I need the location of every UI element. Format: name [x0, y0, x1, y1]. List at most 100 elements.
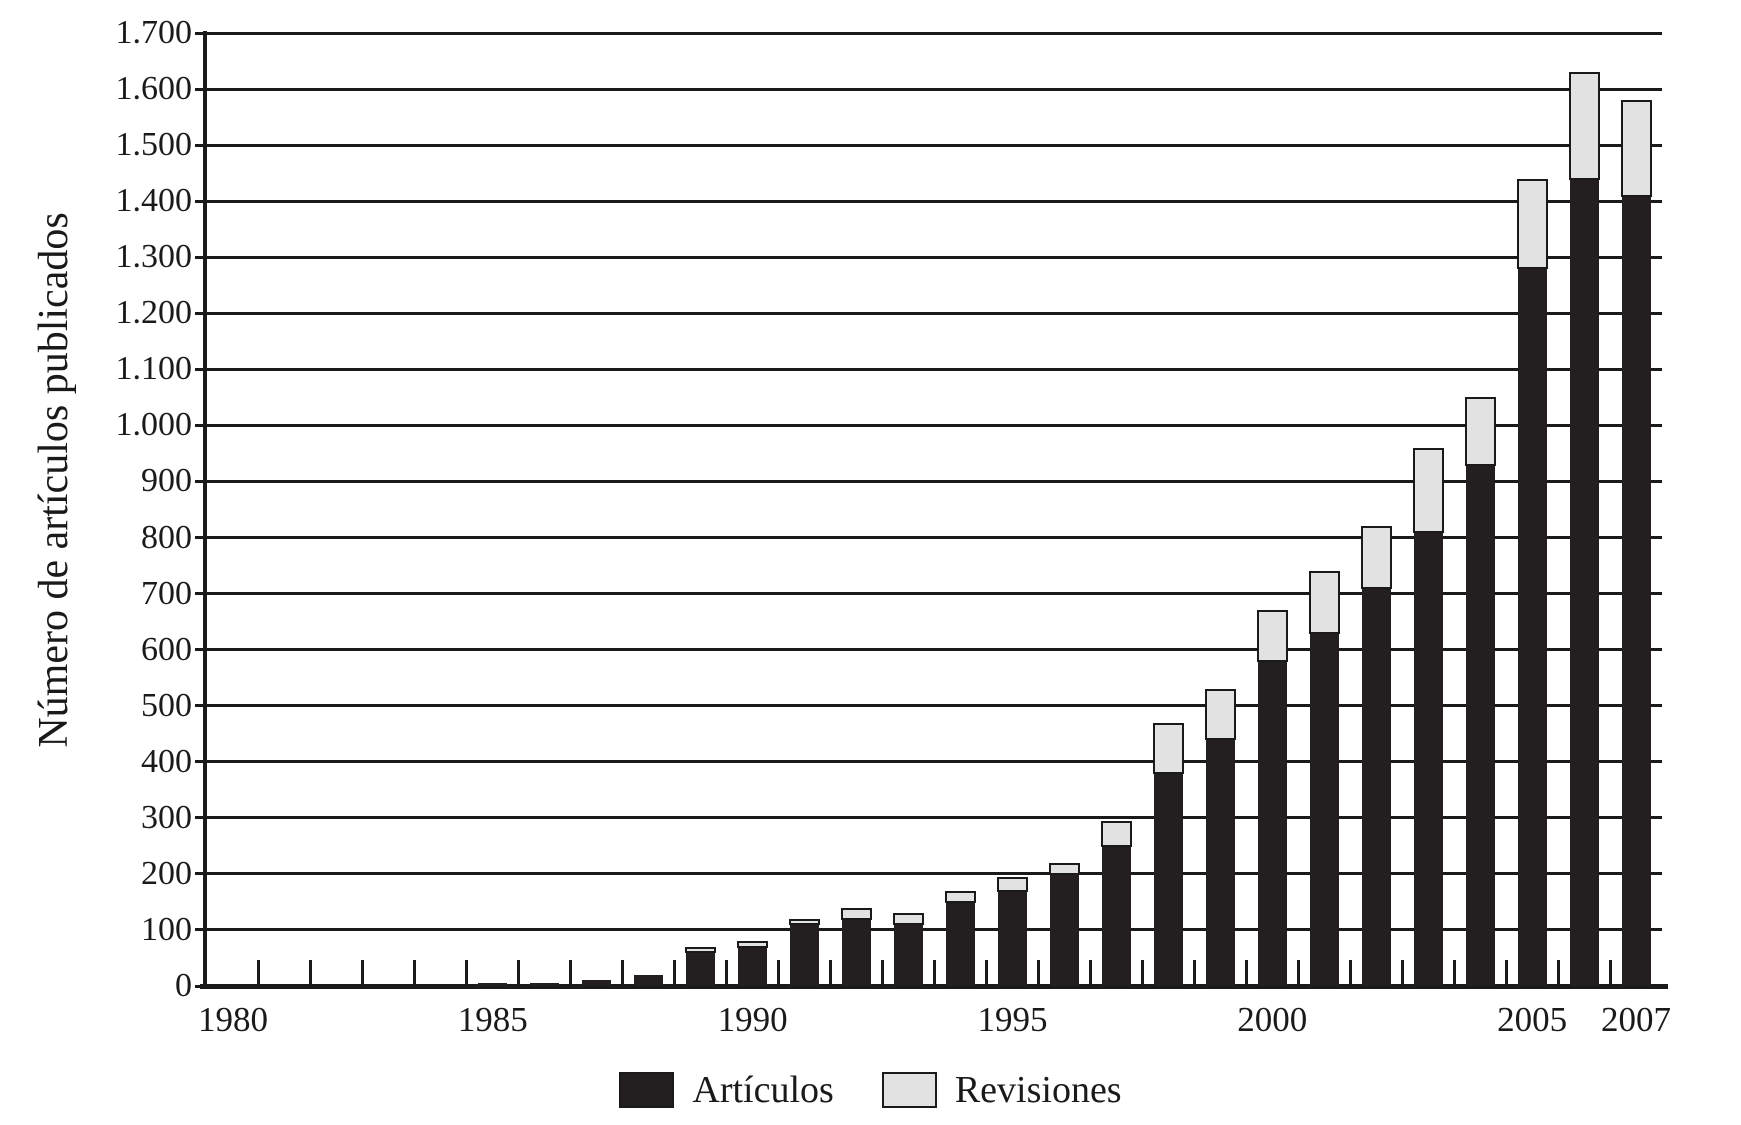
y-tick-label: 200 — [141, 854, 192, 892]
bar-revisiones-segment — [1360, 526, 1392, 589]
bar-revisiones-segment — [893, 913, 925, 926]
y-tick-label: 600 — [141, 630, 192, 668]
bar-articulos-segment — [1569, 178, 1599, 986]
bar-articulos-segment — [1257, 660, 1287, 986]
bar-revisiones-segment — [1256, 610, 1288, 662]
y-axis-tick — [195, 592, 207, 596]
y-tick-label: 1.500 — [115, 126, 193, 164]
x-axis-tick — [777, 960, 781, 986]
y-tick-label: 700 — [141, 574, 192, 612]
gridline — [207, 928, 1662, 932]
gridline — [207, 311, 1662, 315]
x-axis-tick — [1140, 960, 1144, 986]
gridline — [207, 199, 1662, 203]
legend-label-articulos: Artículos — [692, 1069, 834, 1111]
bar-revisiones-segment — [1516, 178, 1548, 270]
x-tick-label: 1995 — [977, 1000, 1048, 1039]
bar-articulos-segment — [738, 946, 768, 986]
gridline — [207, 143, 1662, 147]
y-tick-label: 1.200 — [115, 294, 193, 332]
bar-articulos-segment — [1361, 587, 1391, 986]
bar-revisiones-segment — [1568, 72, 1600, 180]
gridline — [207, 367, 1662, 371]
bar-revisiones-segment — [1412, 447, 1444, 533]
bar-revisiones-segment — [1204, 688, 1236, 741]
bar-revisiones-segment — [1308, 571, 1340, 634]
bar-articulos-segment — [582, 980, 612, 986]
x-axis-line — [200, 984, 1668, 989]
bar-articulos-segment — [1621, 195, 1651, 986]
bar-articulos-segment — [894, 924, 924, 986]
gridline — [207, 255, 1662, 259]
y-axis-tick — [195, 479, 207, 483]
gridline — [207, 592, 1662, 596]
y-axis-tick — [195, 648, 207, 652]
y-tick-label: 1.100 — [115, 350, 193, 388]
bar-revisiones-segment — [1620, 100, 1652, 197]
y-axis-tick — [195, 872, 207, 876]
x-axis-tick — [725, 960, 729, 986]
x-axis-tick — [1088, 960, 1092, 986]
y-axis-tick — [195, 87, 207, 91]
gridline — [207, 760, 1662, 764]
bar-revisiones-segment — [789, 918, 821, 926]
x-axis-tick — [1036, 960, 1040, 986]
gridline — [207, 872, 1662, 876]
bar-articulos-segment — [634, 974, 664, 986]
gridline — [207, 536, 1662, 540]
bar-articulos-segment — [945, 901, 975, 986]
x-axis-tick — [517, 960, 521, 986]
gridline — [207, 31, 1662, 35]
bar-articulos-segment — [790, 924, 820, 986]
y-tick-label: 1.600 — [115, 70, 193, 108]
y-axis-tick — [195, 760, 207, 764]
y-axis-tick — [195, 704, 207, 708]
y-axis-tick — [195, 423, 207, 427]
gridline — [207, 423, 1662, 427]
x-axis-tick — [829, 960, 833, 986]
x-tick-label: 2005 — [1497, 1000, 1568, 1039]
bar-articulos-segment — [1101, 845, 1131, 986]
x-axis-tick — [933, 960, 936, 986]
legend-item-articulos: Artículos — [619, 1068, 834, 1112]
x-axis-tick — [673, 960, 677, 986]
bar-revisiones-segment — [737, 941, 769, 948]
bar-articulos-segment — [1309, 632, 1339, 986]
y-tick-label: 1.000 — [115, 406, 193, 444]
bar-articulos-segment — [1517, 268, 1547, 986]
y-axis-line — [203, 31, 207, 988]
bar-articulos-segment — [478, 983, 508, 986]
bar-articulos-segment — [1049, 873, 1079, 986]
gridline — [207, 479, 1662, 483]
x-axis-tick — [1348, 960, 1352, 986]
bar-revisiones-segment — [1464, 397, 1496, 466]
x-tick-label: 1990 — [717, 1000, 788, 1039]
x-axis-tick — [465, 960, 469, 986]
x-axis-tick — [309, 960, 313, 986]
y-tick-label: 1.700 — [115, 14, 193, 51]
legend-swatch-articulos-icon — [619, 1072, 675, 1108]
x-tick-label: 1980 — [197, 1000, 268, 1039]
y-axis-tick — [195, 143, 207, 147]
bar-articulos-segment — [686, 952, 716, 986]
y-axis-tick — [195, 199, 207, 203]
bar-revisiones-segment — [944, 890, 976, 903]
bar-articulos-segment — [997, 890, 1027, 986]
y-axis-tick — [195, 816, 207, 820]
y-tick-label: 100 — [141, 910, 192, 948]
bar-articulos-segment — [1465, 464, 1495, 986]
bar-articulos-segment — [842, 918, 872, 986]
x-axis-tick — [1296, 960, 1300, 986]
x-tick-label: 2007 — [1601, 1000, 1672, 1039]
gridline — [207, 87, 1662, 91]
legend: Artículos Revisiones — [0, 1068, 1741, 1112]
y-tick-label: 1.400 — [115, 182, 193, 220]
gridline — [207, 648, 1662, 652]
y-axis-tick — [195, 255, 207, 259]
bar-revisiones-segment — [1100, 820, 1132, 847]
y-tick-label: 0 — [175, 967, 192, 1004]
y-tick-label: 900 — [141, 462, 192, 500]
y-axis-tick — [195, 31, 207, 35]
x-axis-tick — [881, 960, 885, 986]
